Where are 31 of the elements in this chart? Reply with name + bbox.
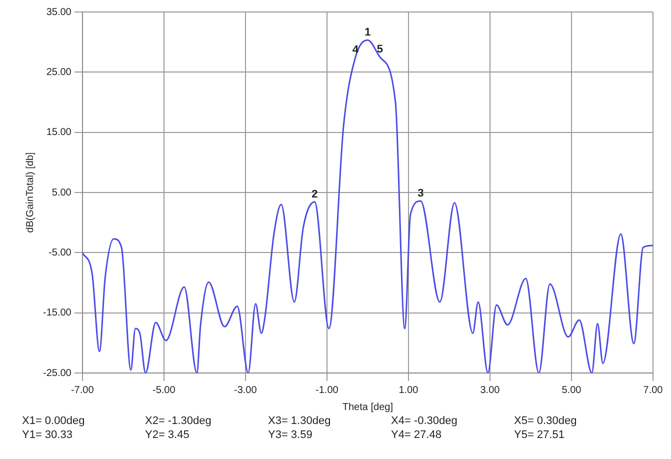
x-tick-label: -1.00 xyxy=(316,384,339,396)
y-tick-label: 35.00 xyxy=(46,6,72,18)
y-axis-title: dB(GainTotal) [db] xyxy=(24,152,36,233)
text: X5= 0.30deg xyxy=(514,415,578,427)
text: Y4= 27.48 xyxy=(391,429,442,441)
y-tick-label: -25.00 xyxy=(42,368,72,379)
x-tick-label: -3.00 xyxy=(234,384,258,396)
x-tick-label: 5.00 xyxy=(562,384,582,396)
text: X4= -0.30deg xyxy=(391,415,458,427)
annotation: 3 xyxy=(418,188,424,200)
y-tick-label: 15.00 xyxy=(46,127,72,138)
text: X2= -1.30deg xyxy=(145,415,212,427)
x-tick-label: -7.00 xyxy=(70,384,94,396)
text: X1= 0.00deg xyxy=(22,415,86,427)
text: X3= 1.30deg xyxy=(268,415,332,427)
y-tick-label: 5.00 xyxy=(52,187,72,198)
text: Y1= 30.33 xyxy=(22,429,74,441)
x-tick-label: 3.00 xyxy=(480,384,500,396)
annotation: 1 xyxy=(364,26,371,39)
y-tick-label: -15.00 xyxy=(42,308,72,319)
x-axis-title: Theta [deg] xyxy=(342,402,394,413)
y-tick-label: 25.00 xyxy=(46,66,72,78)
annotation: 2 xyxy=(312,188,318,200)
y-tick-label: -5.00 xyxy=(48,247,72,258)
text: Y5= 27.51 xyxy=(514,429,566,441)
text: Y2= 3.45 xyxy=(145,429,190,441)
x-tick-label: -5.00 xyxy=(152,384,176,396)
text: Y3= 3.59 xyxy=(268,429,314,441)
x-tick-label: 1.00 xyxy=(398,384,419,396)
annotation: 5 xyxy=(376,44,383,56)
x-tick-label: 7.00 xyxy=(643,384,664,396)
